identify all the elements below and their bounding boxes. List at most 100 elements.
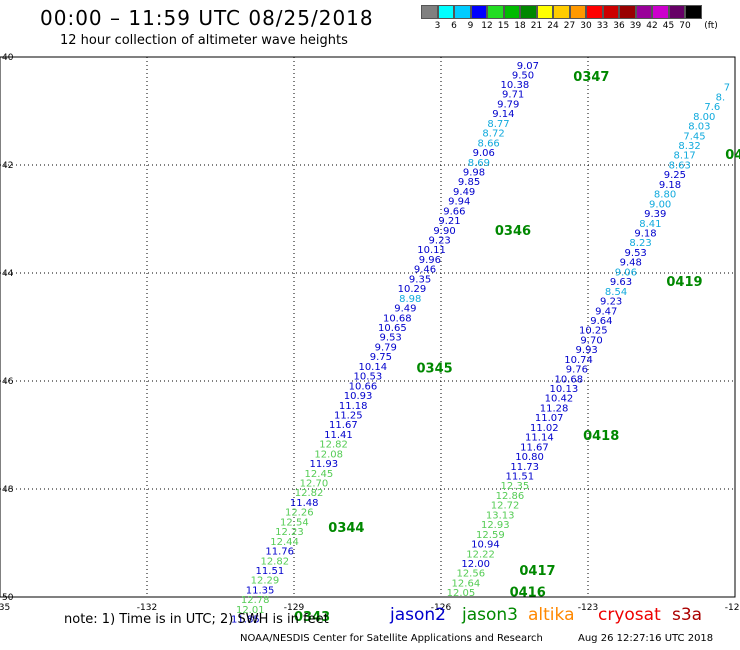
footer-credit: NOAA/NESDIS Center for Satellite Applica… <box>240 633 543 644</box>
wave-height-value: 10.42 <box>545 394 574 405</box>
mission-cryosat: cryosat <box>598 605 661 625</box>
legend-swatch <box>487 5 504 19</box>
wave-height-value: 12.26 <box>285 508 314 519</box>
wave-height-value: 10.68 <box>554 374 583 385</box>
wave-height-value: 11.67 <box>520 442 549 453</box>
wave-height-value: 9.53 <box>625 248 647 259</box>
wave-height-value: 8.03 <box>688 122 710 133</box>
wave-height-value: 9.71 <box>502 90 524 101</box>
latitude-tick-label: 50 <box>2 593 14 603</box>
wave-height-value: 12.82 <box>319 440 348 451</box>
wave-height-value: 11.73 <box>510 462 539 473</box>
legend-swatch <box>421 5 438 19</box>
wave-height-value: 10.68 <box>383 313 412 324</box>
legend-unit: (ft) <box>704 21 718 31</box>
wave-height-value: 9.53 <box>380 333 402 344</box>
wave-height-value: 12.54 <box>280 517 309 528</box>
legend-label: 27 <box>563 21 576 31</box>
wave-height-value: 9.14 <box>492 109 514 120</box>
wave-height-value: 12.56 <box>456 569 485 580</box>
wave-height-value: 12.45 <box>305 469 334 480</box>
legend-label: 30 <box>580 21 592 31</box>
map-frame <box>0 56 736 598</box>
wave-height-value: 7.45 <box>683 131 705 142</box>
wave-height-value: 11.18 <box>339 401 368 412</box>
legend-swatch <box>470 5 487 19</box>
wave-height-value: 10.80 <box>515 452 544 463</box>
wave-height-value: 13.13 <box>486 510 515 521</box>
wave-height-value: 12.01 <box>236 605 265 616</box>
pass-number-label: 0417 <box>519 564 555 579</box>
wave-height-value: 11.14 <box>525 433 554 444</box>
longitude-tick-label: -135 <box>0 603 10 613</box>
pass-number-label: 0344 <box>328 521 364 536</box>
wave-height-value: 8.41 <box>639 219 661 230</box>
wave-height-value: 9.46 <box>414 265 436 276</box>
wave-height-value: 10.14 <box>358 362 387 373</box>
wave-height-value: 12.08 <box>314 449 343 460</box>
wave-height-value: 11.25 <box>334 410 363 421</box>
wave-height-value: 10.66 <box>349 381 378 392</box>
wave-height-value: 9.75 <box>370 352 392 363</box>
legend-label: 45 <box>662 21 675 31</box>
legend-swatch <box>652 5 669 19</box>
wave-height-value: 12.05 <box>447 588 476 599</box>
wave-height-value: 9.18 <box>659 180 681 191</box>
wave-height-value: 11.51 <box>505 472 534 483</box>
wave-height-value: 8. <box>716 92 726 103</box>
legend-swatch <box>602 5 619 19</box>
wave-height-value: 11.67 <box>329 420 358 431</box>
wave-height-value: 11.35 <box>246 585 275 596</box>
pass-number-label: 0346 <box>495 224 531 239</box>
pass-number-label: 0419 <box>666 275 702 290</box>
pass-number-label: 0418 <box>583 429 619 444</box>
legend-label: 18 <box>514 21 526 31</box>
wave-height-value: 8.98 <box>399 294 421 305</box>
pass-number-label: 04 <box>725 148 740 163</box>
longitude-tick-label: -129 <box>284 603 305 613</box>
legend-swatch <box>569 5 586 19</box>
legend-labels: 3 6 9 12 15 18 21 24 27 30 33 36 39 42 45 70 (ft) <box>421 19 740 33</box>
wave-height-value: 9.66 <box>443 206 465 217</box>
wave-height-value: 8.32 <box>678 141 700 152</box>
legend-label: 36 <box>613 21 625 31</box>
wave-height-value: 8.23 <box>629 238 651 249</box>
wave-height-value: 11.51 <box>256 566 285 577</box>
wave-height-value: 9.06 <box>615 267 637 278</box>
latitude-tick-label: 44 <box>2 269 14 279</box>
wave-height-value: 12.78 <box>241 595 270 606</box>
legend-swatch <box>586 5 603 19</box>
note-text: note: 1) Time is in UTC; 2) SWH is in fe… <box>64 612 329 627</box>
wave-height-value: 9.00 <box>649 199 671 210</box>
wave-height-value: 12.82 <box>260 556 289 567</box>
longitude-tick-label: -123 <box>578 603 598 613</box>
legend-label: 33 <box>596 21 609 31</box>
wave-height-value: 9.50 <box>512 70 534 81</box>
wave-height-value: 10.74 <box>564 355 593 366</box>
wave-height-value: 9.76 <box>566 365 588 376</box>
mission-jason3: jason3 <box>462 605 518 625</box>
wave-height-value: 9.98 <box>463 167 485 178</box>
legend-label: 42 <box>646 21 658 31</box>
wave-height-value: 12.59 <box>476 530 505 541</box>
wave-height-value: 11.85 <box>231 615 260 626</box>
wave-height-value: 10.65 <box>378 323 407 334</box>
wave-height-value: 9.39 <box>644 209 666 220</box>
legend-swatch <box>668 5 685 19</box>
legend-swatch <box>635 5 652 19</box>
wave-height-value: 12.00 <box>461 559 490 570</box>
wave-height-value: 9.21 <box>438 216 460 227</box>
legend-swatch <box>437 5 454 19</box>
page-subtitle: 12 hour collection of altimeter wave hei… <box>60 33 348 48</box>
legend-swatches <box>421 5 740 19</box>
mission-s3a: s3a <box>672 605 703 625</box>
legend-swatch <box>536 5 553 19</box>
wave-height-value: 9.64 <box>590 316 612 327</box>
wave-height-value: 10.29 <box>398 284 427 295</box>
legend-swatch <box>454 5 471 19</box>
wave-height-value: 9.79 <box>375 342 397 353</box>
wave-height-value: 9.90 <box>433 226 455 237</box>
wave-height-value: 11.41 <box>324 430 353 441</box>
